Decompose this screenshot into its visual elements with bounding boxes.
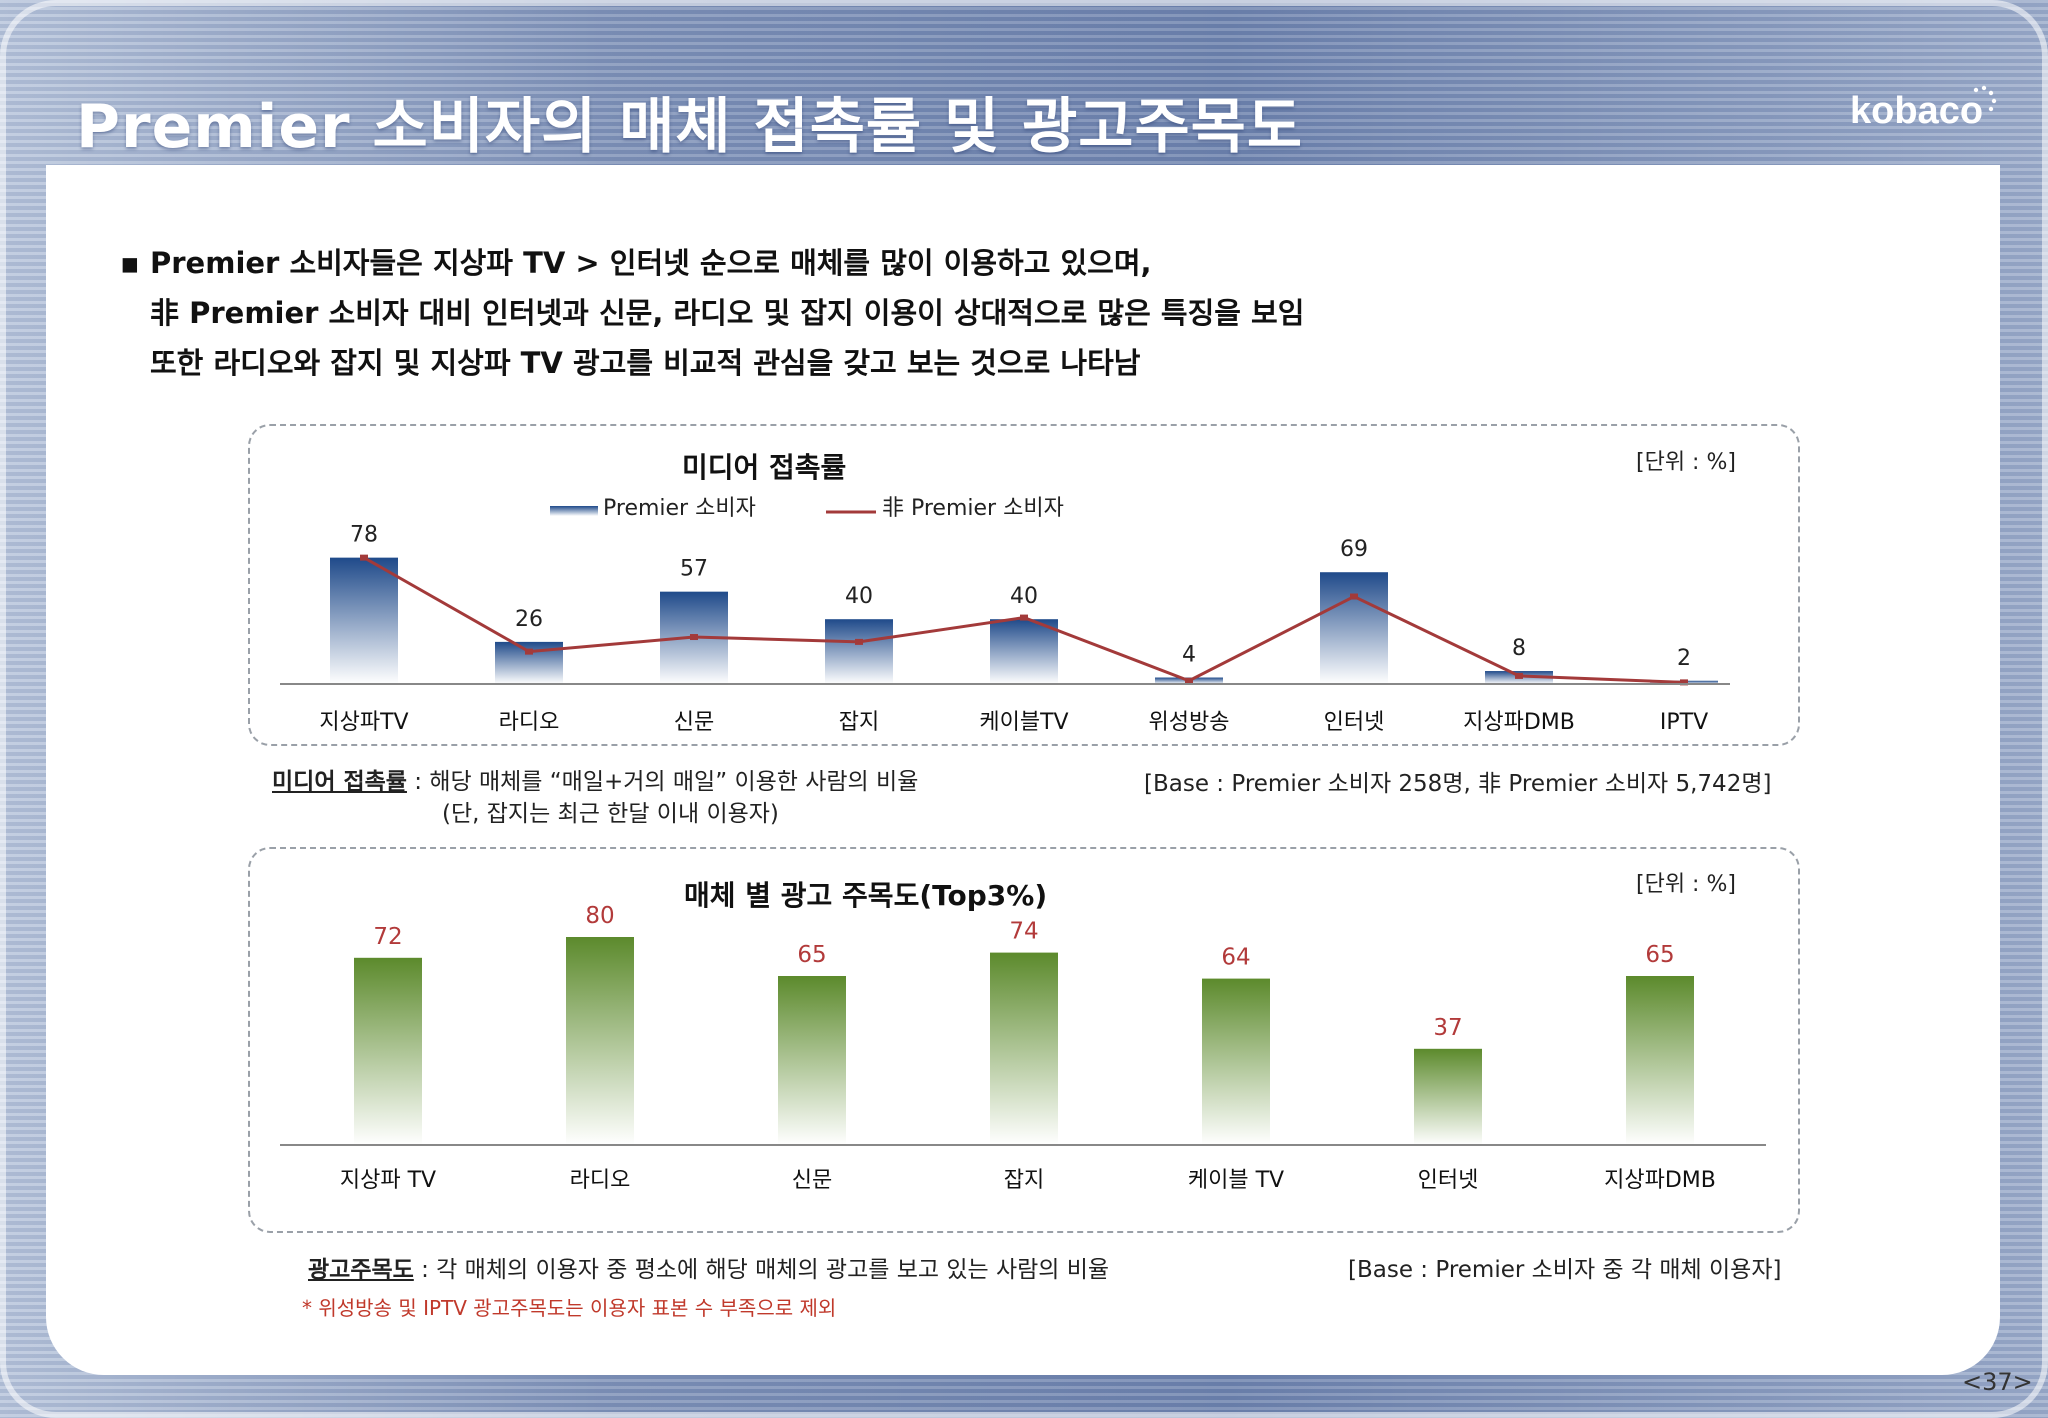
kobaco-logo: kobaco [1850,90,1984,132]
media-bar-label-0: 78 [350,523,378,548]
ad-category-0: 지상파 TV [340,1168,436,1193]
ad-bar-label-2: 65 [797,942,826,968]
summary-line-1: ▪ Premier 소비자들은 지상파 TV > 인터넷 순으로 매체를 많이 이… [120,238,1304,288]
ad-bar-5 [1414,1048,1482,1145]
media-bar-6 [1320,572,1388,684]
ad-bar-1 [566,937,634,1145]
ad-bar-label-1: 80 [585,903,614,929]
media-bar-label-4: 40 [1010,584,1038,609]
ad-bar-label-3: 74 [1009,919,1038,945]
non-premier-point-8 [1680,679,1688,686]
media-category-8: IPTV [1660,710,1708,735]
bullet-square-icon: ▪ [120,246,140,280]
media-bar-label-5: 4 [1182,643,1196,668]
media-category-4: 케이블TV [979,710,1068,735]
ad-bar-label-0: 72 [373,924,402,950]
media-category-6: 인터넷 [1324,710,1385,735]
media-category-1: 라디오 [499,710,560,735]
non-premier-point-1 [525,648,533,655]
summary-bullets: ▪ Premier 소비자들은 지상파 TV > 인터넷 순으로 매체를 많이 이… [120,238,1304,388]
media-category-0: 지상파TV [319,710,408,735]
media-bar-label-7: 8 [1512,636,1526,661]
logo-dots-icon [2040,82,2048,92]
ad-note-term: 광고주목도 [308,1257,414,1283]
media-bar-label-8: 2 [1677,646,1691,671]
ad-category-1: 라디오 [570,1168,631,1193]
ad-bar-label-4: 64 [1221,945,1250,971]
ad-category-2: 신문 [792,1168,832,1193]
non-premier-point-3 [855,638,863,645]
media-contact-panel [248,424,1800,746]
media-bar-label-6: 69 [1340,537,1368,562]
ad-attention-panel [248,847,1800,1233]
page-number: <37> [1962,1368,2033,1396]
summary-line-2: 非 Premier 소비자 대비 인터넷과 신문, 라디오 및 잡지 이용이 상… [150,296,1305,330]
logo-swirl-icon [1973,85,1997,112]
ad-bar-4 [1202,978,1270,1145]
ad-bar-label-6: 65 [1645,942,1674,968]
media-bar-3 [825,619,893,684]
summary-line-3: 또한 라디오와 잡지 및 지상파 TV 광고를 비교적 관심을 갖고 보는 것으… [150,346,1141,380]
non-premier-point-0 [360,554,368,561]
ad-category-6: 지상파DMB [1604,1168,1716,1193]
media-category-2: 신문 [674,710,714,735]
ad-unit-label: [단위 : %] [1636,872,1736,897]
media-note-term: 미디어 접촉률 [272,769,407,795]
ad-chart-title: 매체 별 광고 주목도(Top3%) [684,879,1048,912]
non-premier-point-6 [1350,593,1358,600]
ad-bar-3 [990,952,1058,1145]
media-category-7: 지상파DMB [1463,710,1575,735]
ad-category-4: 케이블 TV [1188,1168,1284,1193]
content-area [46,165,2000,1375]
media-bar-label-3: 40 [845,584,873,609]
media-note-definition: : 해당 매체를 “매일+거의 매일” 이용한 사람의 비율 [406,769,919,795]
media-contact-chart: Premier 소비자 非 Premier 소비자 78 26 57 40 40 4 69 8… [280,496,1730,735]
media-note: 미디어 접촉률 : 해당 매체를 “매일+거의 매일” 이용한 사람의 비율 [272,762,918,796]
media-unit-label: [단위 : %] [1636,450,1736,475]
media-bar-label-1: 26 [515,607,543,632]
media-chart-title: 미디어 접촉률 [682,451,847,484]
ad-footnote: * 위성방송 및 IPTV 광고주목도는 이용자 표본 수 부족으로 제외 [302,1296,837,1320]
ad-note-definition: : 각 매체의 이용자 중 평소에 해당 매체의 광고를 보고 있는 사람의 비… [413,1257,1110,1283]
ad-bar-0 [354,957,422,1145]
media-note-definition-2: (단, 잡지는 최근 한달 이내 이용자) [442,801,779,827]
ad-note: 광고주목도 : 각 매체의 이용자 중 평소에 해당 매체의 광고를 보고 있는… [308,1250,1109,1284]
ad-base-note: [Base : Premier 소비자 중 각 매체 이용자] [1348,1257,1782,1283]
ad-bar-2 [778,976,846,1145]
media-category-5: 위성방송 [1149,710,1230,735]
media-base-note: [Base : Premier 소비자 258명, 非 Premier 소비자 … [1144,771,1772,797]
ad-bar-label-5: 37 [1433,1015,1462,1041]
ad-category-5: 인터넷 [1418,1168,1479,1193]
ad-category-3: 잡지 [1004,1168,1044,1193]
ad-bar-6 [1626,976,1694,1145]
ad-attention-chart: 72 80 65 74 64 37 65 지상파 TV 라디오 신문 잡지 케이블 TV 인터넷 지상파… [280,903,1766,1193]
media-bar-4 [990,619,1058,684]
non-premier-point-7 [1515,672,1523,679]
media-category-3: 잡지 [839,710,879,735]
media-bar-label-2: 57 [680,557,708,582]
media-bar-0 [330,557,398,684]
slide-title: Premier 소비자의 매체 접촉률 및 광고주목도 [76,92,1304,162]
non-premier-point-2 [690,634,698,641]
media-chart-legend: Premier 소비자 非 Premier 소비자 [550,496,1064,521]
non-premier-point-4 [1020,614,1028,621]
legend-label-non-premier: 非 Premier 소비자 [882,496,1064,521]
legend-swatch-premier [550,506,598,516]
non-premier-point-5 [1185,677,1193,684]
legend-label-premier: Premier 소비자 [603,496,756,521]
